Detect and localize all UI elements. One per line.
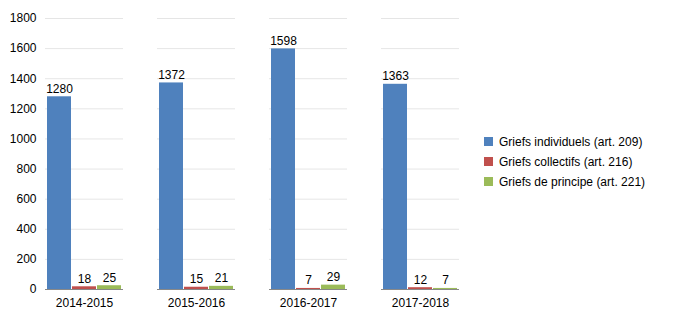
html-text:Griefs de principe (art. 221): Griefs de principe (art. 221) bbox=[499, 174, 646, 189]
html-text:Griefs collectifs (art. 216): Griefs collectifs (art. 216) bbox=[499, 154, 633, 169]
html-text:Griefs individuels (art. 209): Griefs individuels (art. 209) bbox=[499, 134, 643, 149]
svg-text:7: 7 bbox=[442, 273, 449, 287]
svg-text:21: 21 bbox=[215, 271, 229, 285]
svg-text:800: 800 bbox=[16, 162, 36, 176]
svg-text:15: 15 bbox=[190, 272, 204, 286]
svg-text:2017-2018: 2017-2018 bbox=[392, 296, 450, 310]
svg-text:12: 12 bbox=[414, 273, 428, 287]
svg-text:25: 25 bbox=[103, 271, 117, 285]
svg-text:1400: 1400 bbox=[10, 72, 37, 86]
svg-text:2016-2017: 2016-2017 bbox=[280, 296, 338, 310]
svg-text:600: 600 bbox=[16, 192, 36, 206]
svg-text:1800: 1800 bbox=[10, 11, 37, 25]
svg-text:1200: 1200 bbox=[10, 102, 37, 116]
svg-text:1363: 1363 bbox=[382, 69, 409, 83]
svg-text:29: 29 bbox=[327, 270, 341, 284]
svg-text:200: 200 bbox=[16, 252, 36, 266]
svg-text:400: 400 bbox=[16, 222, 36, 236]
svg-text:1000: 1000 bbox=[10, 132, 37, 146]
svg-text:1598: 1598 bbox=[270, 34, 297, 48]
svg-text:7: 7 bbox=[305, 273, 312, 287]
svg-text:1280: 1280 bbox=[46, 82, 73, 96]
svg-text:0: 0 bbox=[30, 282, 37, 296]
svg-text:2015-2016: 2015-2016 bbox=[168, 296, 226, 310]
svg-text:1600: 1600 bbox=[10, 41, 37, 55]
svg-text:18: 18 bbox=[78, 272, 92, 286]
svg-text:2014-2015: 2014-2015 bbox=[56, 296, 114, 310]
svg-text:1372: 1372 bbox=[158, 68, 185, 82]
